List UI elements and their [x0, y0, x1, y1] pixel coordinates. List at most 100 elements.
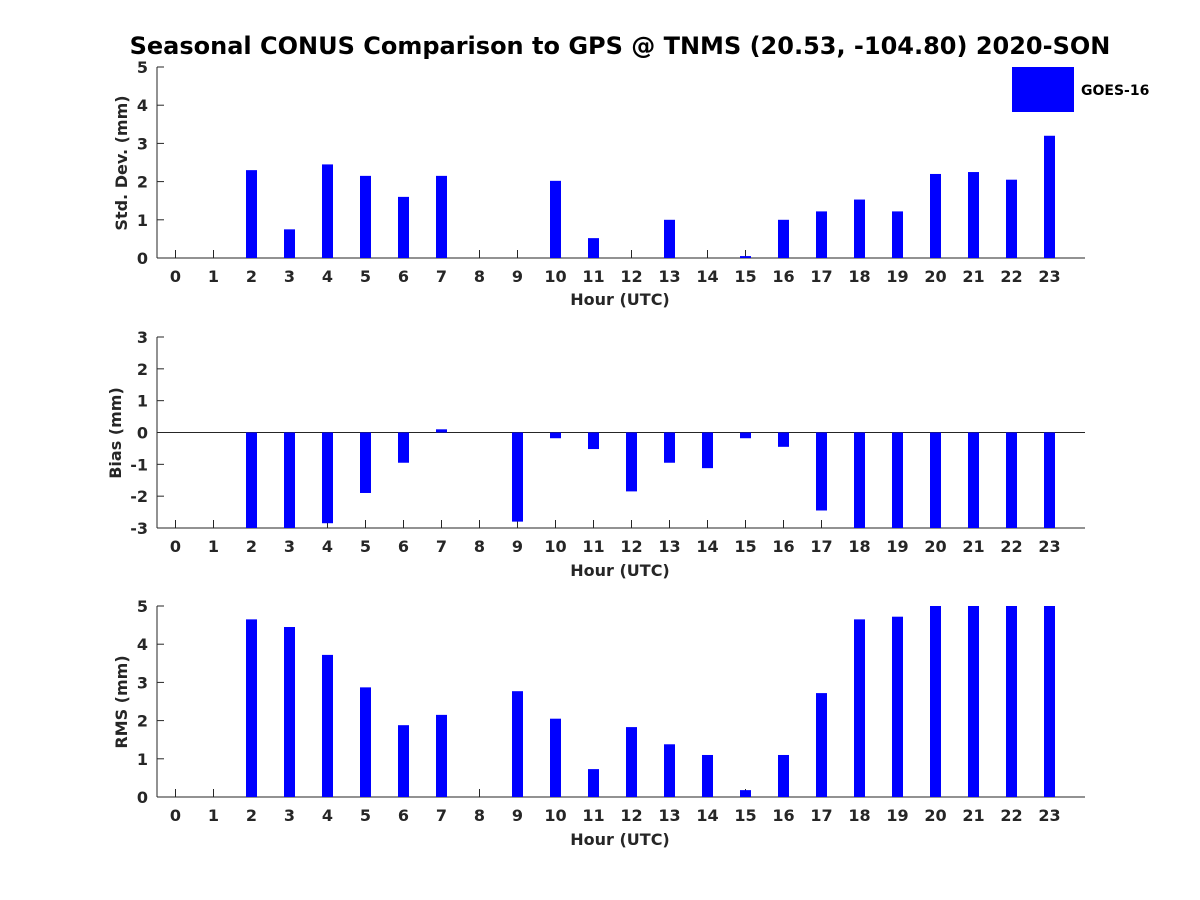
panel-rms-ylabel: RMS (mm) [112, 655, 131, 748]
panel-bias-bar-hour-16 [778, 432, 789, 447]
panel-rms-bar-hour-7 [436, 714, 447, 797]
panel-bias-xtick-label: 18 [848, 537, 870, 556]
panel-std-dev-ytick-label: 1 [137, 211, 148, 230]
panel-std-dev-ytick-label: 0 [137, 249, 148, 268]
panel-bias-bar-hour-9 [512, 432, 523, 522]
panel-rms-xtick-label: 5 [360, 806, 371, 825]
panel-rms-ytick-label: 3 [137, 673, 148, 692]
panel-std-dev-ytick-label: 2 [137, 173, 148, 192]
panel-std-dev-xtick-label: 8 [474, 267, 485, 286]
panel-bias-xtick-label: 22 [1000, 537, 1022, 556]
panel-std-dev-bar-hour-10 [550, 180, 561, 258]
chart-title: Seasonal CONUS Comparison to GPS @ TNMS … [130, 32, 1111, 60]
panel-rms-bar-hour-21 [968, 606, 979, 797]
panel-rms-bar-hour-9 [512, 691, 523, 797]
panel-std-dev-bar-hour-15 [740, 256, 751, 258]
panel-rms-xtick-label: 16 [772, 806, 794, 825]
panel-bias-bar-hour-17 [816, 432, 827, 511]
panel-bias-bar-hour-12 [626, 432, 637, 492]
panel-rms-xtick-label: 1 [208, 806, 219, 825]
panel-bias-bar-hour-15 [740, 432, 751, 439]
panel-rms-bar-hour-16 [778, 754, 789, 797]
panel-rms-bar-hour-22 [1006, 606, 1017, 797]
panel-std-dev-bar-hour-18 [854, 199, 865, 258]
panel-rms-xtick-label: 21 [962, 806, 984, 825]
panel-rms-bar-hour-12 [626, 727, 637, 797]
panel-bias-ytick-label: 2 [137, 360, 148, 379]
panel-bias-ytick-label: 1 [137, 392, 148, 411]
panel-rms-bar-hour-19 [892, 616, 903, 797]
panel-std-dev-bar-hour-5 [360, 175, 371, 258]
panel-std-dev-bar-hour-20 [930, 173, 941, 258]
panel-std-dev-bar-hour-13 [664, 219, 675, 258]
panel-bias-xtick-label: 7 [436, 537, 447, 556]
panel-std-dev-bar-hour-2 [246, 170, 257, 258]
panel-rms-bar-hour-5 [360, 687, 371, 797]
panel-rms-bar-hour-13 [664, 744, 675, 797]
panel-std-dev-bar-hour-22 [1006, 179, 1017, 258]
panel-std-dev: Std. Dev. (mm) Hour (UTC) [112, 95, 670, 309]
panel-std-dev-xtick-label: 5 [360, 267, 371, 286]
panel-bias-xtick-label: 4 [322, 537, 333, 556]
panel-rms-xtick-label: 15 [734, 806, 756, 825]
panel-std-dev-xtick-label: 21 [962, 267, 984, 286]
panel-rms-xtick-label: 12 [620, 806, 642, 825]
panel-bias-xtick-label: 16 [772, 537, 794, 556]
panel-rms-ytick-label: 1 [137, 750, 148, 769]
panel-std-dev-bar-hour-17 [816, 211, 827, 258]
panel-rms-xtick-label: 18 [848, 806, 870, 825]
panel-std-dev-xtick-label: 2 [246, 267, 257, 286]
panel-std-dev-bar-hour-21 [968, 172, 979, 258]
panel-rms: RMS (mm) Hour (UTC) [112, 655, 670, 849]
panel-rms-bar-hour-14 [702, 754, 713, 797]
panel-bias-bar-hour-13 [664, 432, 675, 463]
panel-std-dev-xtick-label: 11 [582, 267, 604, 286]
panel-bias-ylabel: Bias (mm) [106, 387, 125, 479]
panel-bias-bar-hour-20 [930, 432, 941, 528]
legend: GOES-16 [1012, 67, 1149, 112]
panel-bias-bar-hour-11 [588, 432, 599, 450]
panel-rms-xtick-label: 19 [886, 806, 908, 825]
panel-std-dev-bar-hour-16 [778, 219, 789, 258]
panel-bias-bar-hour-10 [550, 432, 561, 439]
panel-std-dev-xtick-label: 0 [170, 267, 181, 286]
panel-rms-bar-hour-10 [550, 718, 561, 797]
panel-std-dev-bar-hour-4 [322, 164, 333, 258]
panel-rms-bar-hour-3 [284, 627, 295, 797]
panel-std-dev-ytick-label: 4 [137, 96, 148, 115]
panel-std-dev-xtick-label: 10 [544, 267, 566, 286]
panel-bias-xtick-label: 12 [620, 537, 642, 556]
panel-bias-bar-hour-2 [246, 432, 257, 528]
panel-std-dev-xtick-label: 4 [322, 267, 333, 286]
panel-std-dev-xtick-label: 16 [772, 267, 794, 286]
legend-swatch [1012, 67, 1074, 112]
panel-bias-xtick-label: 20 [924, 537, 946, 556]
panel-bias-bar-hour-19 [892, 432, 903, 528]
panel-bias: Bias (mm) Hour (UTC) [106, 387, 670, 580]
panel-std-dev-bar-hour-3 [284, 229, 295, 258]
panel-std-dev-bar-hour-19 [892, 211, 903, 258]
panel-rms-xtick-label: 13 [658, 806, 680, 825]
panel-bias-bar-hour-14 [702, 432, 713, 469]
panel-rms-xtick-label: 6 [398, 806, 409, 825]
panel-bias-xtick-label: 14 [696, 537, 718, 556]
panel-rms-xtick-label: 8 [474, 806, 485, 825]
panel-std-dev-bar-hour-6 [398, 196, 409, 258]
panel-bias-xtick-label: 11 [582, 537, 604, 556]
panel-std-dev-xtick-label: 19 [886, 267, 908, 286]
panel-bias-xtick-label: 10 [544, 537, 566, 556]
panel-std-dev-xtick-label: 12 [620, 267, 642, 286]
panel-bias-xtick-label: 21 [962, 537, 984, 556]
panel-bias-bar-hour-3 [284, 432, 295, 528]
panel-bias-xtick-label: 23 [1038, 537, 1060, 556]
panel-bias-ytick-label: -1 [130, 455, 148, 474]
panel-std-dev-xtick-label: 15 [734, 267, 756, 286]
panel-std-dev-bar-hour-11 [588, 238, 599, 258]
panel-std-dev-xtick-label: 17 [810, 267, 832, 286]
panel-rms-xtick-label: 3 [284, 806, 295, 825]
panel-rms-bar-hour-20 [930, 606, 941, 797]
panel-bias-bar-hour-6 [398, 432, 409, 463]
panel-bias-xtick-label: 13 [658, 537, 680, 556]
